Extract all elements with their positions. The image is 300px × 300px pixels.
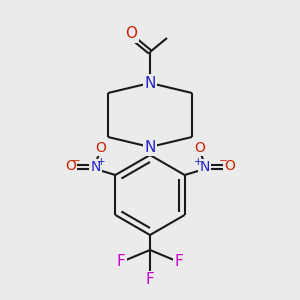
Text: +: +: [194, 157, 203, 167]
Text: F: F: [146, 272, 154, 287]
Text: O: O: [65, 159, 76, 173]
Text: −: −: [219, 156, 228, 166]
Text: +: +: [97, 157, 106, 167]
Text: O: O: [95, 141, 106, 155]
Text: −: −: [72, 156, 81, 166]
Text: N: N: [144, 76, 156, 91]
Text: O: O: [125, 26, 137, 41]
Text: N: N: [200, 160, 210, 174]
Text: F: F: [175, 254, 183, 269]
Text: O: O: [224, 159, 235, 173]
Text: N: N: [144, 140, 156, 154]
Text: F: F: [117, 254, 125, 269]
Text: O: O: [194, 141, 205, 155]
Text: N: N: [90, 160, 100, 174]
